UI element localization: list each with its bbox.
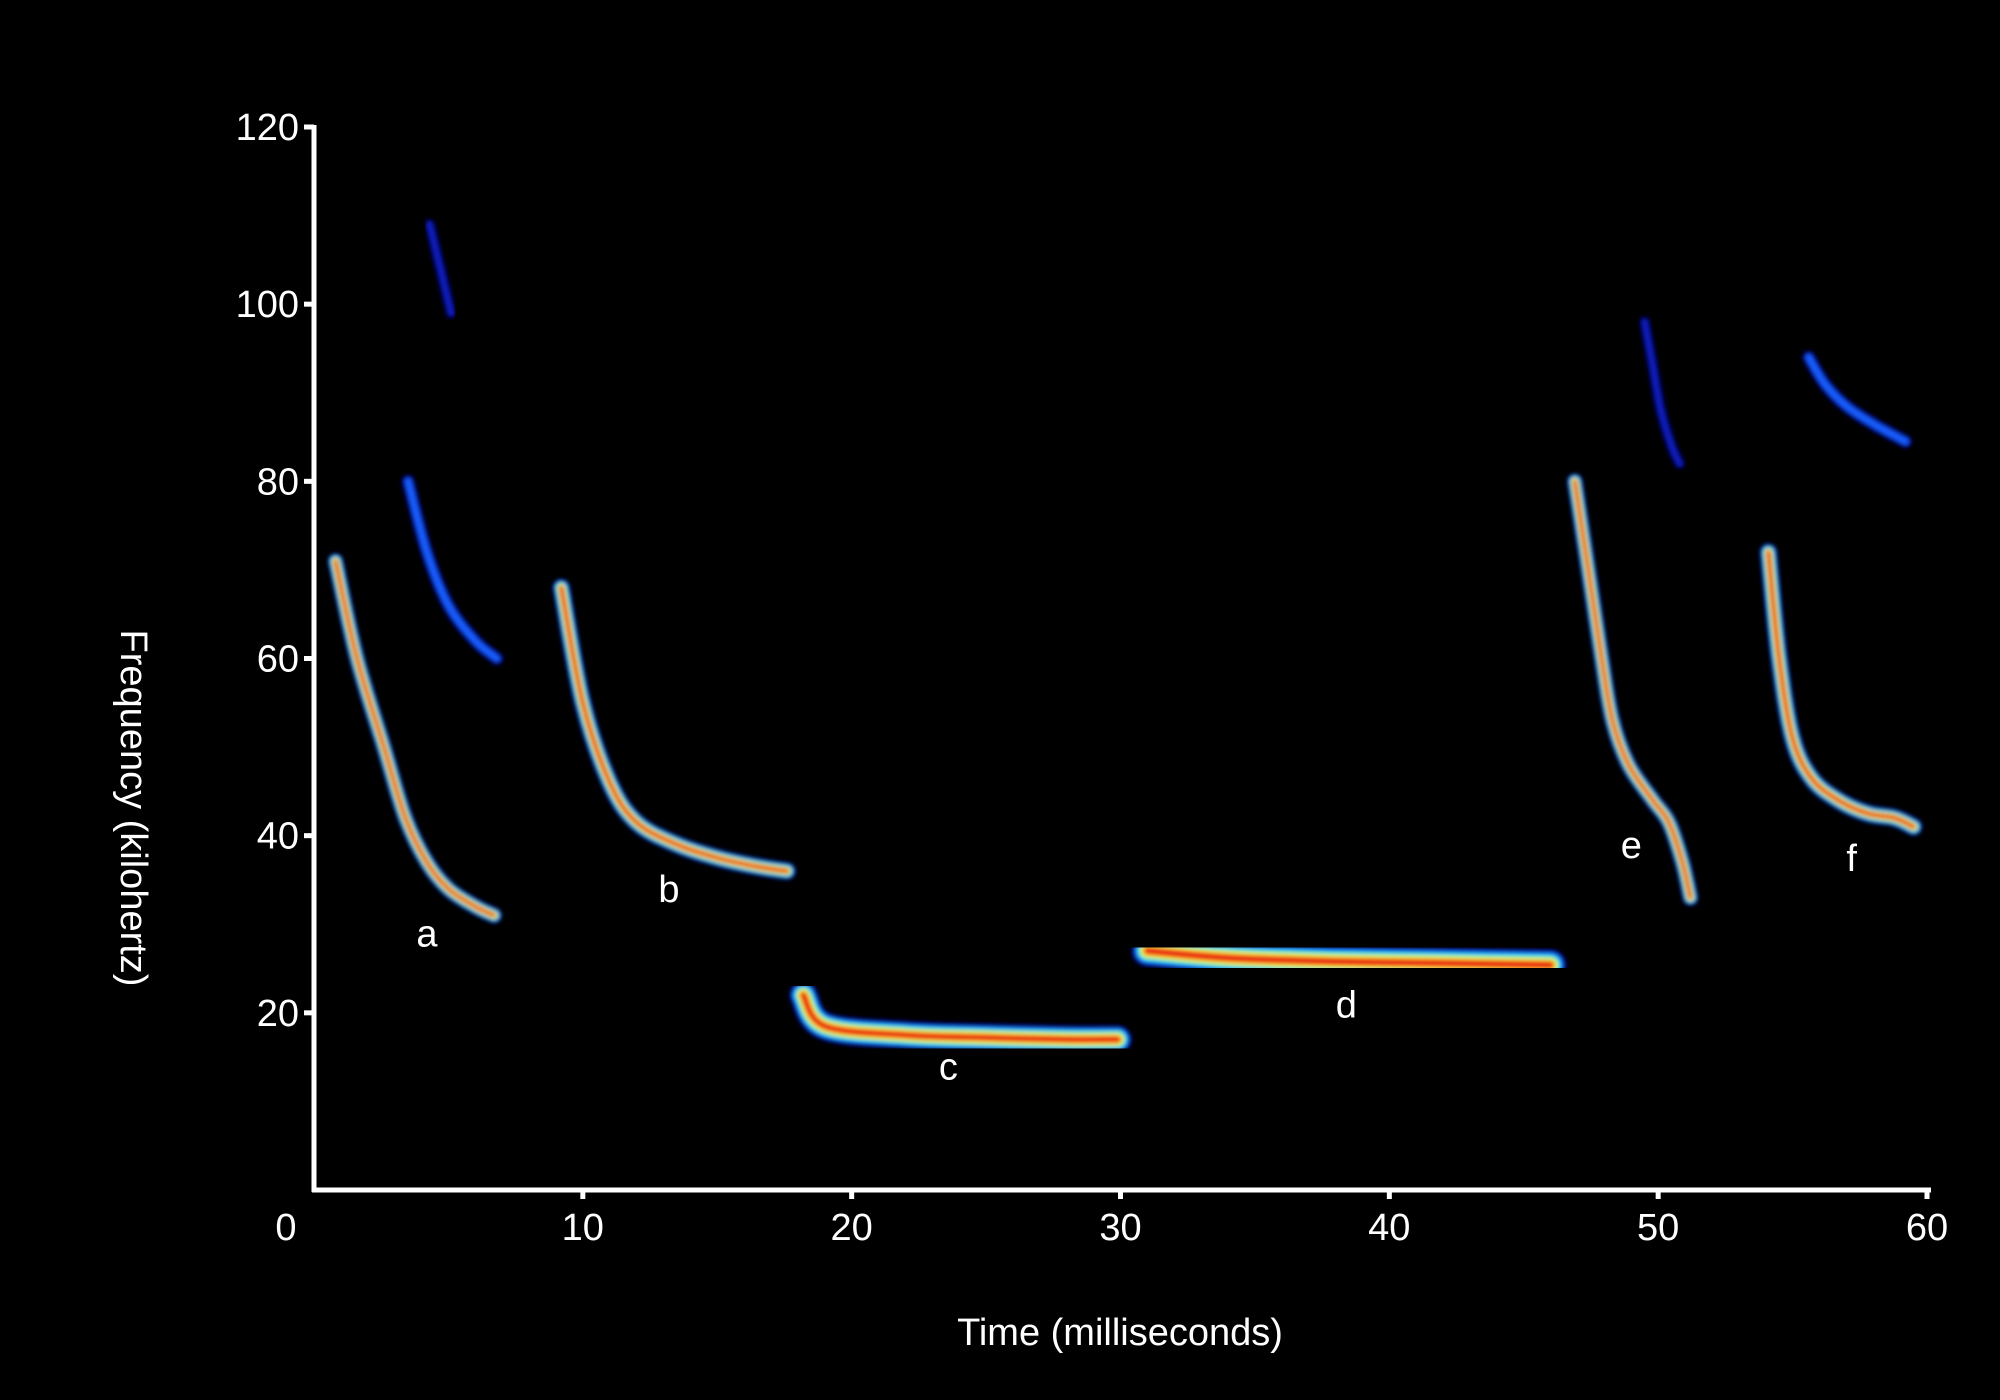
x-tick-label: 20	[831, 1207, 873, 1249]
band-intensity-layer	[1766, 550, 1916, 829]
call-d-fundamental-band	[1131, 934, 1567, 981]
band-intensity-layer	[405, 478, 500, 662]
call-f: f	[1759, 350, 1923, 880]
call-d: d	[1131, 934, 1567, 1026]
x-tick-label: 60	[1906, 1207, 1948, 1249]
call-label-c: c	[939, 1046, 958, 1088]
band-intensity-layer	[800, 992, 1121, 1043]
call-e-second-band	[1639, 316, 1685, 469]
call-label-d: d	[1336, 984, 1357, 1026]
band-intensity-layer	[1144, 947, 1554, 968]
y-tick-label: 100	[236, 284, 299, 326]
band-intensity-layer	[1573, 479, 1692, 900]
call-f-fundamental-band	[1759, 543, 1923, 836]
band-intensity-layer	[559, 585, 789, 873]
band-intensity-layer	[334, 559, 496, 917]
band-intensity-layer	[426, 221, 455, 317]
call-b-fundamental-band	[552, 578, 796, 880]
call-label-f: f	[1846, 838, 1857, 880]
x-tick-label: 10	[562, 1207, 604, 1249]
call-f-second-band	[1802, 350, 1913, 449]
band-intensity-layer	[1641, 318, 1683, 467]
call-label-a: a	[416, 913, 438, 955]
call-c-fundamental-band	[789, 980, 1132, 1054]
band-intensity-layer	[1805, 354, 1909, 445]
y-tick-label: 20	[257, 993, 299, 1035]
call-label-b: b	[658, 869, 679, 911]
x-tick-label: 30	[1099, 1207, 1141, 1249]
call-c: c	[789, 980, 1132, 1088]
x-tick-label: 50	[1637, 1207, 1679, 1249]
call-e-fundamental-band	[1566, 473, 1699, 906]
call-a-fundamental-band	[327, 553, 503, 924]
x-axis-title: Time (milliseconds)	[957, 1312, 1283, 1354]
x-tick-label: 40	[1368, 1207, 1410, 1249]
plot-area: a b c d e f	[327, 219, 1923, 1088]
y-tick-label: 40	[257, 816, 299, 858]
call-e: e	[1566, 316, 1699, 906]
y-tick-label: 60	[257, 639, 299, 681]
call-a-third-band	[424, 219, 457, 319]
y-tick-label: 120	[236, 107, 299, 149]
y-tick-label: 80	[257, 461, 299, 503]
call-a: a	[327, 219, 504, 955]
y-axis-title: Frequency (kilohertz)	[112, 630, 154, 987]
call-b: b	[552, 578, 796, 911]
x-tick-label: 0	[275, 1207, 296, 1249]
axes: 0 10 20 30 40 50 60 20 40 60 80 100 120	[236, 107, 1949, 1249]
call-a-second-band	[401, 474, 504, 666]
call-label-e: e	[1621, 825, 1642, 867]
